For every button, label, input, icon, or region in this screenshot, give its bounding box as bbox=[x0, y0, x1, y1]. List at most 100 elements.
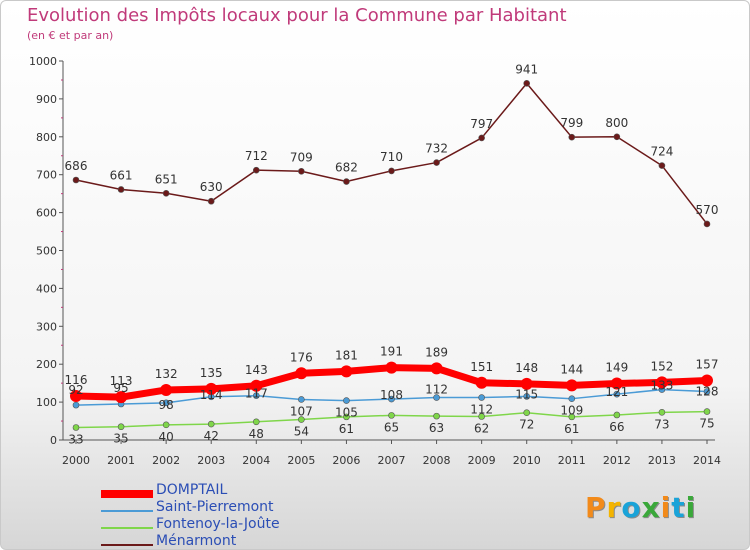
data-label: 73 bbox=[654, 417, 669, 431]
x-tick-label: 2013 bbox=[648, 454, 676, 467]
x-tick-label: 2002 bbox=[152, 454, 180, 467]
data-label: 92 bbox=[68, 383, 83, 397]
x-tick-label: 2010 bbox=[513, 454, 541, 467]
data-label: 112 bbox=[470, 403, 493, 417]
data-label: 112 bbox=[425, 383, 448, 397]
legend-swatch bbox=[101, 544, 153, 546]
logo-letter: P bbox=[585, 491, 607, 524]
x-tick-label: 2003 bbox=[197, 454, 225, 467]
data-label: 61 bbox=[564, 422, 579, 436]
data-point bbox=[298, 167, 305, 175]
data-point bbox=[568, 395, 576, 402]
chart-subtitle: (en € et par an) bbox=[27, 29, 114, 42]
data-label: 116 bbox=[65, 373, 88, 387]
y-tick-label: 500 bbox=[36, 245, 57, 258]
data-label: 105 bbox=[335, 406, 358, 420]
data-point bbox=[658, 409, 666, 416]
data-label: 133 bbox=[650, 379, 673, 393]
data-point bbox=[343, 178, 350, 185]
data-label: 62 bbox=[474, 422, 489, 436]
data-point bbox=[568, 413, 576, 421]
data-label: 709 bbox=[290, 150, 313, 164]
data-label: 651 bbox=[155, 172, 178, 186]
y-tick-label: 800 bbox=[36, 131, 57, 144]
logo-letter: i bbox=[685, 491, 697, 524]
data-point bbox=[703, 220, 711, 228]
data-label: 151 bbox=[470, 360, 493, 374]
data-point bbox=[520, 377, 533, 390]
data-label: 157 bbox=[696, 357, 719, 371]
data-label: 148 bbox=[515, 361, 538, 375]
data-point bbox=[160, 383, 173, 396]
data-label: 191 bbox=[380, 345, 403, 359]
data-point bbox=[433, 394, 440, 401]
data-point bbox=[343, 397, 350, 404]
x-tick-label: 2008 bbox=[423, 454, 451, 467]
legend-label: DOMPTAIL bbox=[156, 482, 228, 498]
y-tick-label: 400 bbox=[36, 282, 57, 295]
logo-letter: t bbox=[671, 491, 686, 524]
data-label: 61 bbox=[339, 422, 354, 436]
data-point bbox=[565, 379, 578, 392]
y-tick-label: 1000 bbox=[29, 55, 57, 68]
data-label: 732 bbox=[425, 142, 448, 156]
data-point bbox=[430, 362, 443, 375]
data-point bbox=[701, 374, 713, 387]
data-point bbox=[343, 413, 350, 421]
x-tick-label: 2001 bbox=[107, 454, 135, 467]
data-point bbox=[475, 376, 488, 389]
chart-title: Evolution des Impôts locaux pour la Comm… bbox=[27, 5, 567, 26]
y-tick-label: 300 bbox=[36, 320, 57, 333]
x-tick-label: 2014 bbox=[693, 454, 721, 467]
data-point bbox=[298, 416, 305, 423]
data-point bbox=[340, 365, 353, 378]
data-point bbox=[523, 409, 531, 417]
data-label: 108 bbox=[380, 388, 403, 402]
data-point bbox=[613, 390, 621, 398]
legend-swatch bbox=[101, 527, 153, 529]
data-point bbox=[388, 412, 395, 419]
data-point bbox=[162, 421, 170, 429]
data-point bbox=[115, 391, 128, 404]
data-label: 107 bbox=[290, 404, 313, 418]
data-point bbox=[655, 376, 668, 389]
data-label: 152 bbox=[650, 359, 673, 373]
logo-letter: i bbox=[660, 491, 672, 524]
x-tick-label: 2006 bbox=[332, 454, 360, 467]
data-point bbox=[252, 392, 260, 399]
data-point bbox=[162, 189, 170, 197]
data-label: 712 bbox=[245, 149, 268, 163]
logo-letter: x bbox=[641, 491, 661, 524]
data-point bbox=[250, 379, 263, 392]
data-label: 132 bbox=[155, 367, 178, 381]
data-point bbox=[205, 382, 218, 395]
data-label: 128 bbox=[696, 384, 719, 398]
data-label: 95 bbox=[113, 381, 128, 395]
data-label: 98 bbox=[159, 398, 174, 412]
y-tick-label: 100 bbox=[36, 396, 57, 409]
data-point bbox=[523, 393, 531, 400]
data-point bbox=[162, 399, 170, 407]
data-label: 176 bbox=[290, 350, 313, 364]
data-point bbox=[70, 390, 82, 403]
data-point bbox=[610, 377, 623, 390]
data-label: 941 bbox=[515, 62, 538, 76]
data-label: 66 bbox=[609, 420, 624, 434]
data-label: 63 bbox=[429, 421, 444, 435]
data-point bbox=[72, 424, 80, 431]
data-point bbox=[295, 367, 308, 380]
legend-swatch bbox=[101, 510, 153, 512]
data-point bbox=[613, 133, 621, 141]
x-tick-label: 2007 bbox=[378, 454, 406, 467]
y-tick-label: 200 bbox=[36, 358, 57, 371]
data-point bbox=[385, 361, 398, 374]
data-point bbox=[117, 423, 125, 431]
data-label: 630 bbox=[200, 180, 223, 194]
data-label: 54 bbox=[294, 425, 309, 439]
data-label: 181 bbox=[335, 348, 358, 362]
data-label: 75 bbox=[699, 417, 714, 431]
data-label: 40 bbox=[159, 430, 174, 444]
logo-letter: r bbox=[606, 491, 622, 524]
